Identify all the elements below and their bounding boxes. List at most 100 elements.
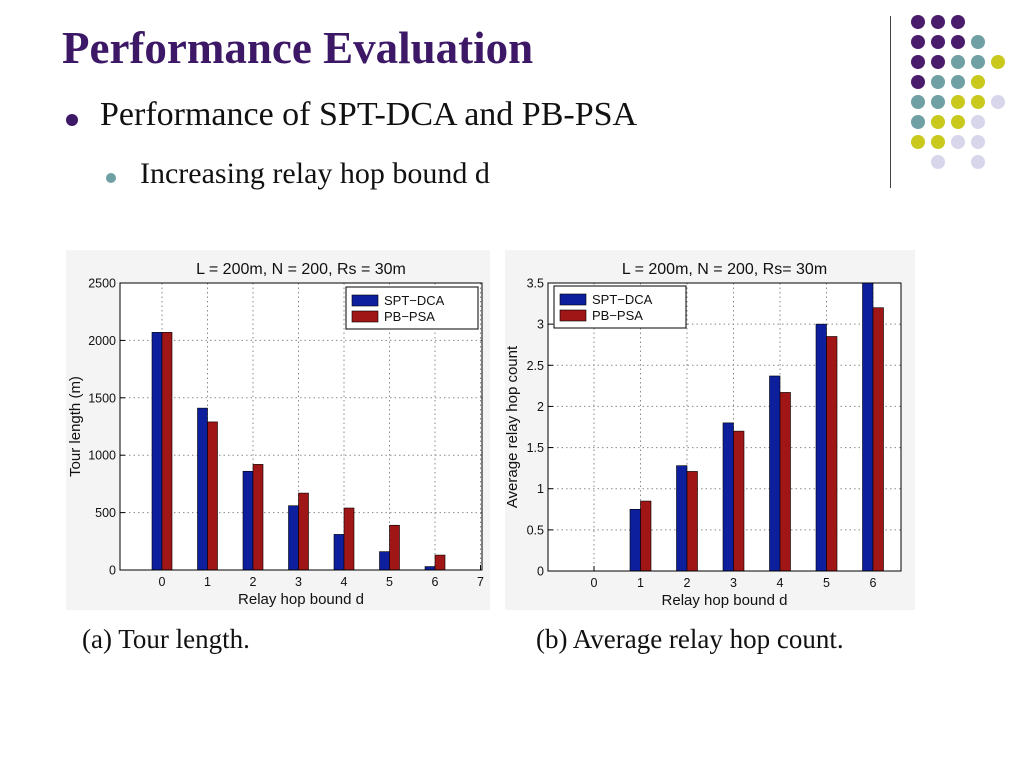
- bar-spt-dca-d1: [629, 508, 641, 572]
- y-tick-label: 0: [537, 565, 544, 579]
- legend-label-spt-dca: SPT−DCA: [592, 292, 653, 307]
- deco-dot: [911, 95, 925, 109]
- deco-dot: [951, 35, 965, 49]
- deco-dot: [971, 115, 985, 129]
- bar-pb-psa-d5: [826, 336, 838, 572]
- bar-spt-dca-d5: [815, 323, 827, 572]
- chart-tour-length: 0 500 1000 1500 2000 2500 0 1 2 3 4 5 6 7 L = 200m, N …: [67, 261, 484, 608]
- slide-title: Performance Evaluation: [62, 23, 534, 73]
- deco-dot: [991, 55, 1005, 69]
- x-tick-label: 3: [730, 576, 737, 590]
- bar-pb-psa-d6: [872, 307, 884, 572]
- y-tick-label: 1: [537, 482, 544, 496]
- x-tick-label: 0: [591, 576, 598, 590]
- bar-spt-dca-d6: [424, 566, 436, 571]
- bullet-level2-text: Increasing relay hop bound d: [140, 157, 490, 190]
- bar-pb-psa-d3: [733, 430, 745, 572]
- x-tick-label: 2: [684, 576, 691, 590]
- deco-dot: [911, 115, 925, 129]
- x-tick-label: 4: [341, 575, 348, 589]
- legend-label-spt-dca: SPT−DCA: [384, 293, 445, 308]
- deco-dot: [931, 15, 945, 29]
- deco-dot: [951, 115, 965, 129]
- y-tick-label: 0: [109, 564, 116, 578]
- bar-spt-dca-d2: [676, 465, 688, 572]
- chart-relay-hop-count: 0 0.5 1 1.5 2 2.5 3 3.5 0 1 2 3 4 5 6 L = 200m, N = 200…: [504, 261, 902, 609]
- decorative-dot-grid: [911, 15, 1005, 169]
- deco-dot: [951, 75, 965, 89]
- bullet-dot-icon: [66, 114, 78, 126]
- x-tick-label: 1: [637, 576, 644, 590]
- y-tick-label: 2: [537, 400, 544, 414]
- bar-pb-psa-d5: [389, 524, 400, 571]
- y-tick-label: 500: [95, 506, 116, 520]
- deco-dot: [931, 135, 945, 149]
- bar-pb-psa-d3: [298, 492, 309, 571]
- deco-dot: [971, 35, 985, 49]
- bar-spt-dca-d0: [151, 332, 163, 571]
- caption-relay-hop-count: (b) Average relay hop count.: [536, 624, 844, 654]
- deco-dot: [911, 55, 925, 69]
- y-tick-label: 0.5: [527, 523, 544, 537]
- x-tick-label: 5: [823, 576, 830, 590]
- x-tick-label: 3: [295, 575, 302, 589]
- bar-pb-psa-d0: [161, 332, 173, 571]
- y-tick-label: 2000: [88, 334, 116, 348]
- bar-spt-dca-d3: [288, 505, 299, 571]
- x-tick-label: 5: [386, 575, 393, 589]
- legend-swatch-spt-dca: [351, 294, 379, 307]
- chart-panel-tour-length: 0 500 1000 1500 2000 2500 0 1 2 3 4 5 6 7 L = 200m, N …: [66, 250, 490, 610]
- legend-swatch-pb-psa: [559, 309, 587, 322]
- bar-pb-psa-d4: [343, 507, 355, 571]
- x-tick-label: 0: [159, 575, 166, 589]
- caption-tour-length: (a) Tour length.: [82, 624, 250, 654]
- y-tick-label: 1000: [88, 449, 116, 463]
- y-tick-label: 3.5: [527, 277, 544, 291]
- deco-dot: [911, 135, 925, 149]
- deco-dot: [931, 75, 945, 89]
- x-axis-label: Relay hop bound d: [238, 591, 364, 608]
- x-tick-label: 6: [870, 576, 877, 590]
- bar-spt-dca-d4: [333, 534, 345, 571]
- sub-bullet-dot-icon: [106, 173, 116, 183]
- deco-dot: [971, 95, 985, 109]
- deco-dot: [911, 35, 925, 49]
- bar-pb-psa-d6: [434, 554, 446, 571]
- deco-dot: [931, 55, 945, 69]
- divider-line: [890, 16, 891, 188]
- bar-spt-dca-d4: [769, 375, 781, 572]
- x-tick-label: 1: [204, 575, 211, 589]
- deco-dot: [971, 75, 985, 89]
- bar-pb-psa-d1: [207, 421, 218, 571]
- bar-pb-psa-d2: [686, 471, 698, 572]
- x-tick-label: 7: [477, 575, 484, 589]
- plot-frame: [119, 282, 483, 571]
- legend-swatch-pb-psa: [351, 310, 379, 323]
- deco-dot: [911, 15, 925, 29]
- legend-swatch-spt-dca: [559, 293, 587, 306]
- y-tick-label: 2.5: [527, 359, 544, 373]
- x-tick-label: 2: [250, 575, 257, 589]
- plot-frame: [547, 282, 902, 572]
- chart-title: L = 200m, N = 200, Rs = 30m: [196, 261, 406, 278]
- deco-dot: [951, 135, 965, 149]
- bar-pb-psa-d2: [252, 464, 264, 571]
- chart-title: L = 200m, N = 200, Rs= 30m: [622, 261, 827, 278]
- y-tick-label: 1.5: [527, 441, 544, 455]
- y-tick-label: 1500: [88, 391, 116, 405]
- deco-dot: [931, 155, 945, 169]
- deco-dot: [931, 35, 945, 49]
- deco-dot: [951, 55, 965, 69]
- deco-dot: [991, 95, 1005, 109]
- y-tick-label: 3: [537, 318, 544, 332]
- deco-dot: [951, 95, 965, 109]
- y-axis-label: Average relay hop count: [504, 345, 521, 508]
- bullet-level1-text: Performance of SPT-DCA and PB-PSA: [100, 96, 638, 133]
- legend-label-pb-psa: PB−PSA: [384, 309, 435, 324]
- bar-spt-dca-d5: [379, 551, 390, 571]
- chart-panel-relay-hop-count: 0 0.5 1 1.5 2 2.5 3 3.5 0 1 2 3 4 5 6 L = 200m, N = 200…: [504, 250, 915, 610]
- deco-dot: [971, 135, 985, 149]
- deco-dot: [971, 55, 985, 69]
- bar-pb-psa-d4: [779, 392, 791, 572]
- bar-pb-psa-d1: [640, 500, 652, 572]
